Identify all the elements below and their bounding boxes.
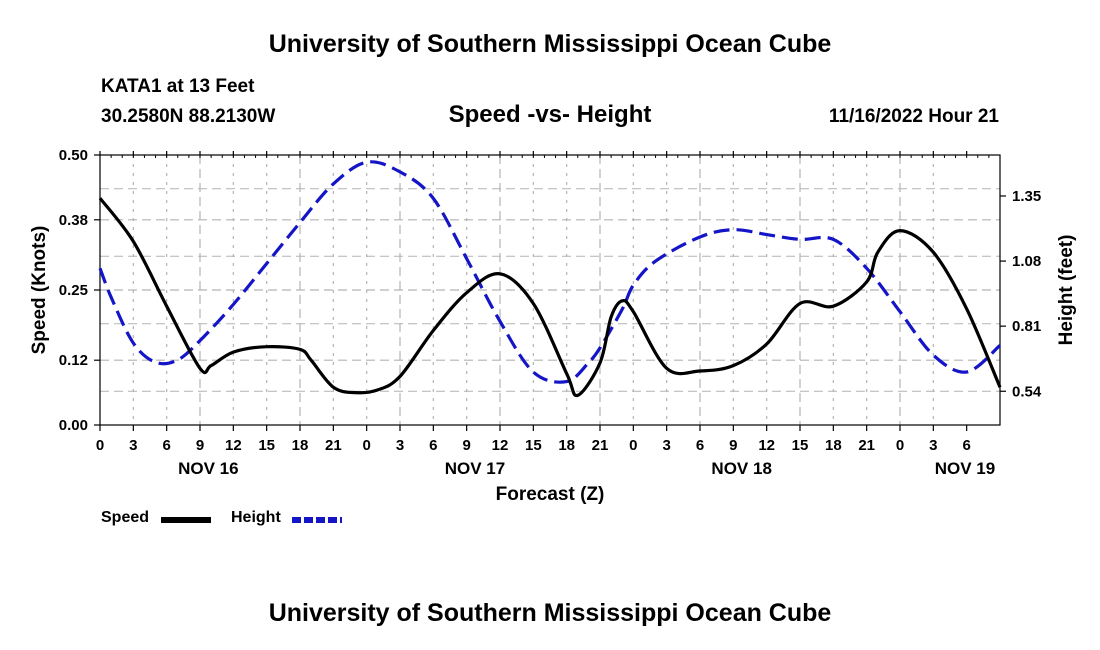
x-tick-label: 9 (729, 437, 737, 454)
y-right-tick-label: 1.35 (1012, 188, 1041, 205)
x-tick-label: 9 (196, 437, 204, 454)
y-left-axis-title: Speed (Knots) (29, 226, 50, 355)
forecast-datetime: 11/16/2022 Hour 21 (828, 106, 999, 127)
x-tick-label: 18 (292, 437, 309, 454)
speed-series-line (98, 197, 1002, 398)
x-tick-label: 15 (525, 437, 542, 454)
x-tick-label: 12 (758, 437, 775, 454)
date-label: NOV 16 (178, 459, 238, 478)
legend-height-label: Height (231, 509, 281, 526)
y-right-tick-label: 0.81 (1012, 318, 1041, 335)
axis-labels: 0 3 6 9 12 15 18 21 0 3 6 9 12 15 18 21 0 3 6 9 12 15 18 21 0 3 6 0… (29, 147, 1077, 505)
x-tick-label: 0 (896, 437, 904, 454)
chart-subtitle: Speed -vs- Height (448, 101, 652, 128)
x-tick-label: 18 (558, 437, 575, 454)
grid-lines (100, 155, 1000, 425)
y-left-tick-label: 0.12 (59, 352, 88, 369)
x-tick-label: 3 (129, 437, 137, 454)
x-tick-label: 3 (662, 437, 670, 454)
station-name: KATA1 at 13 Feet (101, 76, 255, 97)
x-tick-label: 6 (162, 437, 170, 454)
legend-height-swatch (292, 517, 342, 523)
x-tick-label: 18 (825, 437, 842, 454)
x-tick-label: 21 (858, 437, 875, 454)
x-tick-label: 3 (396, 437, 404, 454)
date-label: NOV 19 (935, 459, 995, 478)
x-tick-label: 12 (225, 437, 242, 454)
footer-title: University of Southern Mississippi Ocean… (268, 599, 832, 627)
x-tick-label: 0 (629, 437, 637, 454)
station-coordinates: 30.2580N 88.2130W (101, 106, 276, 127)
x-tick-label: 21 (592, 437, 609, 454)
axis-ticks (94, 151, 1006, 431)
x-tick-label: 0 (362, 437, 370, 454)
date-label: NOV 17 (445, 459, 505, 478)
y-right-tick-label: 1.08 (1012, 253, 1041, 270)
y-left-tick-label: 0.38 (59, 212, 88, 229)
x-tick-label: 21 (325, 437, 342, 454)
x-tick-label: 12 (492, 437, 509, 454)
x-tick-label: 15 (792, 437, 809, 454)
x-tick-label: 6 (429, 437, 437, 454)
y-left-tick-label: 0.00 (59, 417, 88, 434)
y-left-tick-label: 0.50 (59, 147, 88, 164)
x-tick-label: 9 (462, 437, 470, 454)
y-left-tick-label: 0.25 (59, 282, 88, 299)
x-tick-label: 3 (929, 437, 937, 454)
y-right-tick-label: 0.54 (1012, 383, 1042, 400)
page-title: University of Southern Mississippi Ocean… (268, 30, 832, 58)
date-label: NOV 18 (711, 459, 771, 478)
legend-speed-swatch (161, 517, 211, 523)
x-tick-label: 6 (696, 437, 704, 454)
y-right-axis-title: Height (feet) (1056, 235, 1077, 346)
height-series-line (98, 160, 1002, 384)
x-tick-label: 6 (962, 437, 970, 454)
legend-speed-label: Speed (101, 509, 150, 526)
x-axis-title: Forecast (Z) (496, 484, 605, 505)
x-tick-label: 0 (96, 437, 104, 454)
x-tick-label: 15 (258, 437, 275, 454)
